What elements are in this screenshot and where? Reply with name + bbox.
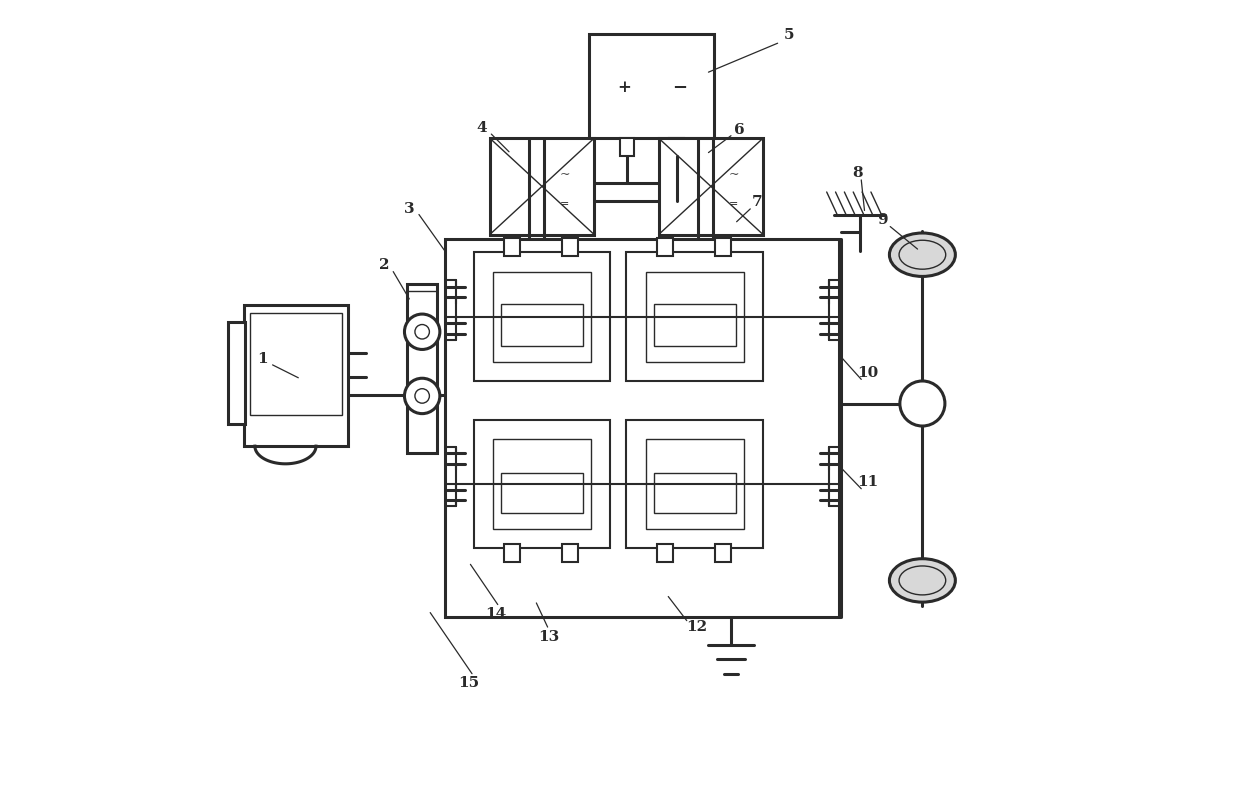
Bar (243, 305, 348, 446)
Circle shape (404, 378, 440, 414)
Bar (626, 420, 763, 548)
Text: 8: 8 (853, 165, 863, 180)
Bar (250, 313, 342, 415)
Text: =: = (560, 199, 569, 209)
Bar (657, 238, 673, 256)
Bar (620, 138, 634, 156)
Text: +: + (618, 79, 631, 96)
Bar (715, 238, 732, 256)
Bar (501, 473, 583, 513)
Bar (445, 239, 838, 617)
Bar (653, 303, 735, 345)
Text: 5: 5 (784, 28, 794, 42)
Bar (505, 544, 521, 562)
Bar (494, 439, 591, 529)
Text: ~: ~ (729, 169, 739, 182)
Bar (227, 322, 246, 424)
Text: 12: 12 (686, 620, 707, 634)
Text: 11: 11 (857, 475, 878, 489)
Bar (646, 272, 744, 362)
Text: 7: 7 (751, 195, 763, 210)
Bar (715, 544, 732, 562)
Bar (657, 544, 673, 562)
Bar (474, 420, 610, 548)
Bar (505, 238, 521, 256)
Bar (670, 138, 684, 156)
Text: 9: 9 (877, 213, 888, 227)
Text: =: = (729, 199, 739, 209)
Bar (646, 439, 744, 529)
Text: 4: 4 (476, 122, 487, 136)
Ellipse shape (889, 233, 955, 277)
Circle shape (404, 314, 440, 349)
Circle shape (900, 381, 945, 426)
Bar (589, 34, 714, 138)
Text: 15: 15 (459, 676, 480, 690)
Text: 3: 3 (404, 202, 414, 216)
Bar (490, 138, 594, 235)
Text: ~: ~ (559, 169, 570, 182)
Ellipse shape (889, 558, 955, 602)
Text: 6: 6 (734, 123, 744, 137)
Bar (658, 138, 763, 235)
Bar (474, 253, 610, 381)
Text: 2: 2 (379, 258, 389, 272)
Bar (494, 272, 591, 362)
Bar (562, 238, 578, 256)
Text: 1: 1 (257, 353, 268, 366)
Text: 14: 14 (485, 607, 506, 621)
Bar (501, 303, 583, 345)
Text: 10: 10 (857, 366, 878, 380)
Bar (653, 473, 735, 513)
Text: 13: 13 (538, 629, 559, 644)
Bar (407, 285, 438, 454)
Bar (626, 253, 763, 381)
Bar (562, 544, 578, 562)
Text: −: − (672, 79, 687, 97)
